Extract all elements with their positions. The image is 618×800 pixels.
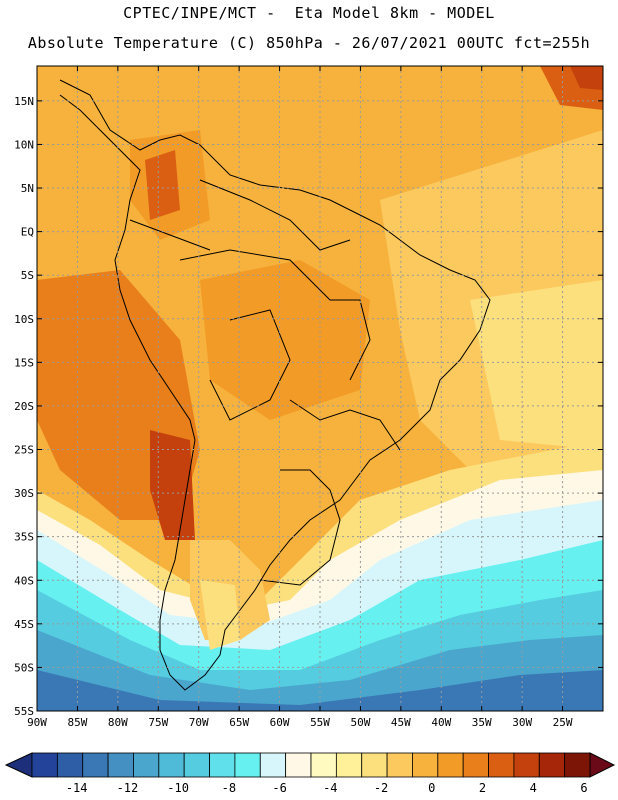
lon-label: 70W: [189, 716, 209, 729]
colorbar-label: -14: [66, 781, 88, 795]
colorbar-label: -12: [117, 781, 139, 795]
colorbar-label: -10: [167, 781, 189, 795]
colorbar-swatch: [488, 752, 515, 778]
colorbar-swatch: [564, 752, 591, 778]
colorbar-swatch: [158, 752, 185, 778]
colorbar-label: 4: [530, 781, 537, 795]
colorbar-swatch: [82, 752, 109, 778]
lon-label: 80W: [108, 716, 128, 729]
lon-label: 40W: [431, 716, 451, 729]
map-title-line-1: CPTEC/INPE/MCT - Eta Model 8km - MODEL: [123, 4, 495, 22]
lat-label: 5N: [21, 182, 34, 195]
lat-label: 10S: [14, 313, 34, 326]
lat-label: 25S: [14, 444, 34, 457]
colorbar-swatch: [234, 752, 261, 778]
lon-label: 85W: [67, 716, 87, 729]
lat-label: 40S: [14, 574, 34, 587]
axis-ticks: [36, 66, 603, 712]
lon-label: 60W: [270, 716, 290, 729]
colorbar-swatch: [259, 752, 287, 778]
lon-label: 30W: [512, 716, 532, 729]
colorbar-swatch: [412, 752, 439, 778]
colorbar-swatch: [107, 752, 134, 778]
lat-label: 50S: [14, 661, 34, 674]
colorbar-label: 0: [428, 781, 435, 795]
colorbar-swatch: [310, 752, 337, 778]
colorbar-label: 2: [479, 781, 486, 795]
colorbar-swatch: [513, 752, 540, 778]
lon-label: 50W: [350, 716, 370, 729]
colorbar-swatch: [335, 752, 363, 778]
lat-label: 10N: [14, 138, 34, 151]
colorbar-swatch: [538, 752, 566, 778]
lat-label: 15S: [14, 356, 34, 369]
latitude-labels: 15N 10N 5N EQ 5S 10S 15S 20S 25S 30S 35S 40S 45S 50S 5…: [14, 95, 34, 718]
colorbar-label: -8: [222, 781, 236, 795]
colorbar-swatch: [361, 752, 388, 778]
colorbar-high-arrow: [589, 752, 616, 778]
lat-label: 20S: [14, 400, 34, 413]
colorbar-label: -4: [323, 781, 337, 795]
colorbar-swatch: [386, 752, 413, 778]
colorbar-swatch: [183, 752, 210, 778]
colorbar-label: 6: [580, 781, 587, 795]
gridlines: [37, 66, 603, 711]
colorbar-swatch: [437, 752, 464, 778]
lon-label: 65W: [229, 716, 249, 729]
colorbar-low-arrow: [4, 752, 33, 778]
lat-label: 35S: [14, 531, 34, 544]
lat-label: 45S: [14, 618, 34, 631]
longitude-labels: 90W 85W 80W 75W 70W 65W 60W 55W 50W 45W 40W 35W 30W 2…: [27, 716, 573, 729]
lon-label: 90W: [27, 716, 47, 729]
coastline: [59, 79, 491, 691]
colorbar-swatch: [462, 752, 489, 778]
colorbar-swatch: [285, 752, 312, 778]
lat-label: 30S: [14, 487, 34, 500]
lat-label: 15N: [14, 95, 34, 108]
colorbar-labels: -14-12-10-8-6-4-202468101214161820222426…: [66, 781, 588, 795]
colorbar-swatch: [209, 752, 236, 778]
lon-label: 55W: [310, 716, 330, 729]
colorbar-label: -6: [272, 781, 286, 795]
temperature-field: [37, 66, 603, 711]
lat-label: EQ: [21, 226, 34, 239]
colorbar-swatch: [133, 752, 160, 778]
colorbar: [4, 752, 616, 778]
colorbar-swatch: [56, 752, 84, 778]
lon-label: 35W: [472, 716, 492, 729]
lat-label: 5S: [21, 269, 34, 282]
colorbar-swatch: [31, 752, 58, 778]
lon-label: 45W: [391, 716, 411, 729]
colorbar-label: -2: [374, 781, 388, 795]
lat-label: 55S: [14, 705, 34, 718]
lon-label: 75W: [148, 716, 168, 729]
map-title-line-2: Absolute Temperature (C) 850hPa - 26/07/…: [27, 34, 591, 52]
lon-label: 25W: [553, 716, 573, 729]
